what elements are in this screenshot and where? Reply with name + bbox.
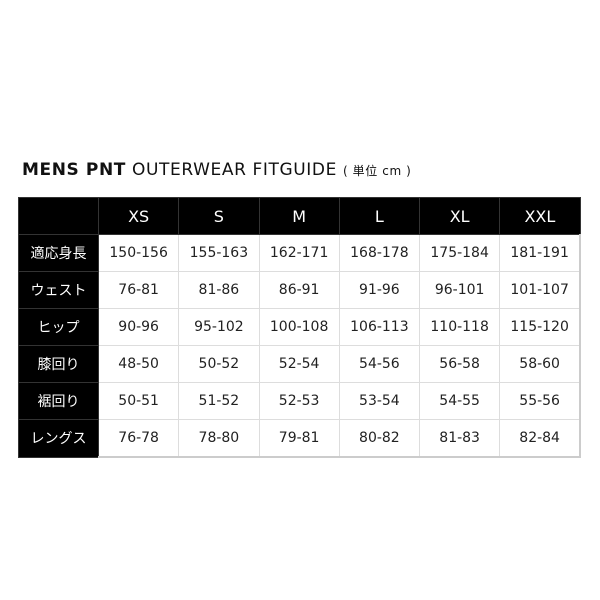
table-cell: 150-156 [97,234,180,272]
table-cell: 50-51 [97,382,180,420]
table-cell: 86-91 [258,271,340,309]
table-cell: 79-81 [258,419,340,458]
table-cell: 76-81 [97,271,180,309]
table-cell: 76-78 [97,419,180,458]
row-label: 膝回り [18,345,99,383]
page-title: MENS PNT OUTERWEAR FITGUIDE ( 単位 cm ) [22,160,411,180]
table-cell: 101-107 [499,271,582,309]
table-cell: 81-83 [418,419,501,458]
size-chart-table: XS S M L XL XXL 適応身長 150-156 155-163 162-171 168-… [18,197,582,458]
table-cell: 162-171 [258,234,340,272]
table-cell: 106-113 [338,308,421,346]
table-cell: 155-163 [178,234,260,272]
table-cell: 78-80 [178,419,260,458]
table-cell: 52-54 [258,345,340,383]
table-row: ウェスト 76-81 81-86 86-91 91-96 96-101 101-107 [18,271,582,309]
table-cell: 55-56 [499,382,582,420]
title-bold: MENS PNT [22,160,127,180]
table-cell: 52-53 [258,382,340,420]
table-cell: 91-96 [338,271,421,309]
size-header-xs: XS [97,197,180,235]
row-label: 適応身長 [18,234,99,272]
title-light: OUTERWEAR FITGUIDE [132,160,337,180]
row-label: レングス [18,419,99,458]
table-cell: 110-118 [418,308,501,346]
table-cell: 90-96 [97,308,180,346]
corner-cell [18,197,99,235]
table-cell: 80-82 [338,419,421,458]
size-header-s: S [178,197,260,235]
header-row: XS S M L XL XXL [18,197,581,235]
table-row: 膝回り 48-50 50-52 52-54 54-56 56-58 58-60 [18,345,582,383]
size-header-l: L [338,197,421,235]
table-cell: 81-86 [178,271,260,309]
table-cell: 51-52 [178,382,260,420]
table-row: 適応身長 150-156 155-163 162-171 168-178 175-184 1… [18,234,582,272]
table-row: ヒップ 90-96 95-102 100-108 106-113 110-118 115-1… [18,308,582,346]
table-cell: 56-58 [418,345,501,383]
table-cell: 58-60 [499,345,582,383]
row-label: ヒップ [18,308,99,346]
table-cell: 53-54 [338,382,421,420]
table-cell: 82-84 [499,419,582,458]
table-row: レングス 76-78 78-80 79-81 80-82 81-83 82-84 [18,419,582,458]
size-header-xxl: XXL [499,197,581,235]
table-cell: 54-55 [418,382,501,420]
title-unit: ( 単位 cm ) [342,164,412,178]
row-label: 裾回り [18,382,99,420]
table-cell: 96-101 [418,271,501,309]
table-cell: 100-108 [258,308,340,346]
size-header-m: M [258,197,340,235]
table-row: 裾回り 50-51 51-52 52-53 53-54 54-55 55-56 [18,382,582,420]
table-cell: 168-178 [338,234,421,272]
row-label: ウェスト [18,271,99,309]
size-header-xl: XL [418,197,501,235]
table-cell: 54-56 [338,345,421,383]
table-cell: 50-52 [178,345,260,383]
table-cell: 48-50 [97,345,180,383]
table-cell: 181-191 [499,234,582,272]
table-cell: 95-102 [178,308,260,346]
table-cell: 115-120 [499,308,582,346]
table-cell: 175-184 [418,234,501,272]
